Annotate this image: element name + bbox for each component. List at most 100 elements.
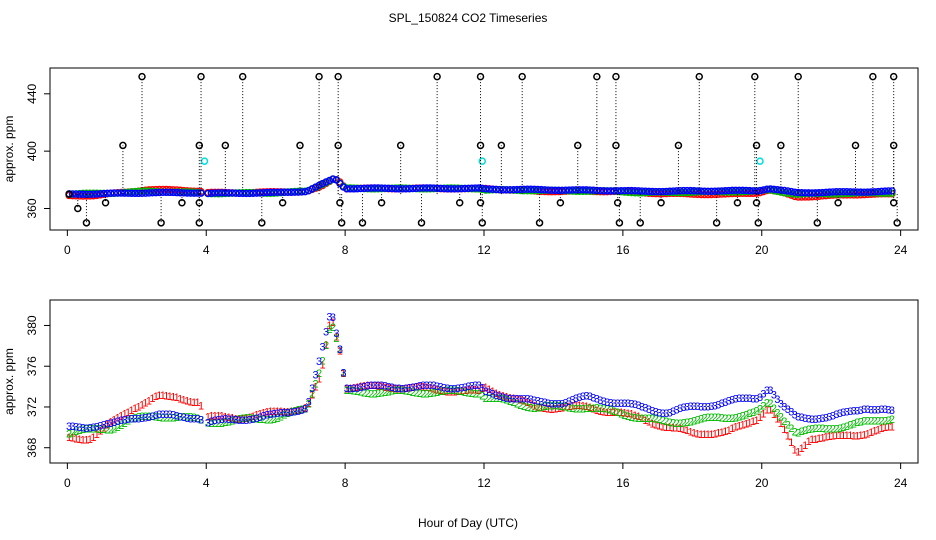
data-point: 1: [580, 401, 586, 413]
data-point: 1: [865, 428, 871, 440]
data-point: 2: [740, 411, 746, 423]
data-point: 1: [368, 380, 374, 392]
data-point: 2: [524, 402, 530, 414]
data-point: [752, 141, 761, 150]
y-tick-label: 380: [25, 315, 39, 335]
data-point: 3: [254, 413, 260, 425]
data-point: 3: [701, 401, 707, 413]
data-point: 1: [701, 429, 707, 441]
data-point: 3: [108, 418, 114, 430]
data-point: 1: [233, 413, 239, 425]
data-point: 3: [521, 393, 527, 405]
data-point: [367, 184, 375, 192]
data-point: 2: [413, 387, 419, 399]
data-point: 2: [250, 413, 256, 425]
data-point: 2: [163, 413, 169, 425]
data-point: 2: [698, 413, 704, 425]
data-point: [475, 184, 483, 192]
data-point: 1: [90, 432, 96, 444]
data-point: 1: [361, 380, 367, 392]
data-point: [357, 184, 365, 193]
data-point: [607, 187, 615, 195]
data-point: 3: [240, 415, 246, 427]
data-point: 1: [528, 398, 534, 410]
data-point: 1: [705, 429, 711, 441]
data-point: 1: [604, 407, 610, 419]
data-point: [117, 189, 125, 197]
data-point: 3: [708, 401, 714, 413]
data-point: 1: [212, 410, 218, 422]
data-point: 1: [174, 392, 180, 404]
data-point: 1: [285, 406, 291, 418]
data-point: 3: [837, 408, 843, 420]
data-point: 3: [611, 398, 617, 410]
data-point: [195, 141, 204, 150]
data-point: 3: [344, 383, 350, 395]
data-point: [263, 188, 271, 197]
data-point: 1: [729, 423, 735, 435]
data-point: 1: [444, 386, 450, 398]
data-point: 2: [868, 415, 874, 427]
data-point: 2: [590, 403, 596, 415]
data-point: [287, 188, 296, 196]
data-point: 3: [726, 396, 732, 408]
data-point: 3: [504, 393, 510, 405]
data-point: 3: [271, 409, 277, 421]
data-point: 1: [594, 405, 600, 417]
data-point: 3: [309, 383, 315, 395]
data-point: 2: [326, 324, 332, 336]
data-point: 2: [611, 406, 617, 418]
data-point: 1: [122, 409, 128, 421]
data-point: [145, 189, 153, 197]
data-point: [249, 189, 257, 197]
data-point: 1: [438, 385, 444, 397]
data-point: 1: [118, 410, 124, 422]
data-point: 2: [542, 401, 548, 413]
data-point: 2: [271, 414, 277, 426]
data-point: 2: [302, 404, 308, 416]
data-point: 3: [813, 414, 819, 426]
data-point: 1: [431, 383, 437, 395]
data-point: [461, 184, 469, 193]
data-point: [600, 187, 608, 195]
data-point: 1: [507, 392, 513, 404]
data-point: [353, 185, 361, 193]
data-point: [195, 219, 204, 227]
data-point: 1: [691, 428, 697, 440]
data-point: [207, 189, 216, 197]
data-point: 3: [372, 380, 378, 392]
data-point: [711, 187, 719, 195]
data-point: [100, 189, 108, 198]
data-point: 3: [819, 413, 825, 425]
data-point: 3: [563, 397, 569, 409]
data-point: 2: [535, 403, 541, 415]
data-point: 1: [337, 346, 343, 358]
x-tick-label: 4: [203, 476, 210, 490]
data-point: [315, 181, 323, 190]
data-point: [450, 185, 459, 193]
data-point: 1: [837, 430, 843, 442]
data-point: [93, 190, 101, 198]
data-point: [582, 186, 591, 194]
data-point: 2: [566, 402, 572, 414]
data-point: 2: [674, 418, 680, 430]
data-point: 2: [576, 404, 582, 416]
data-point: 2: [417, 388, 423, 400]
data-point: 3: [635, 400, 641, 412]
data-point: 2: [229, 415, 235, 427]
data-point: [457, 184, 466, 193]
data-point: [554, 186, 563, 195]
data-point: [615, 219, 624, 227]
data-point: 1: [569, 400, 575, 412]
data-point: 3: [486, 387, 492, 399]
data-point: [492, 185, 500, 194]
data-point: [346, 185, 355, 193]
y-axis-label: approx. ppm: [2, 348, 16, 415]
data-point: 3: [354, 383, 360, 395]
data-point: 2: [771, 403, 777, 415]
data-point: 2: [632, 413, 638, 425]
data-point: 2: [392, 385, 398, 397]
data-point: [825, 188, 834, 196]
data-point: 3: [451, 383, 457, 395]
data-point: 1: [535, 402, 541, 414]
